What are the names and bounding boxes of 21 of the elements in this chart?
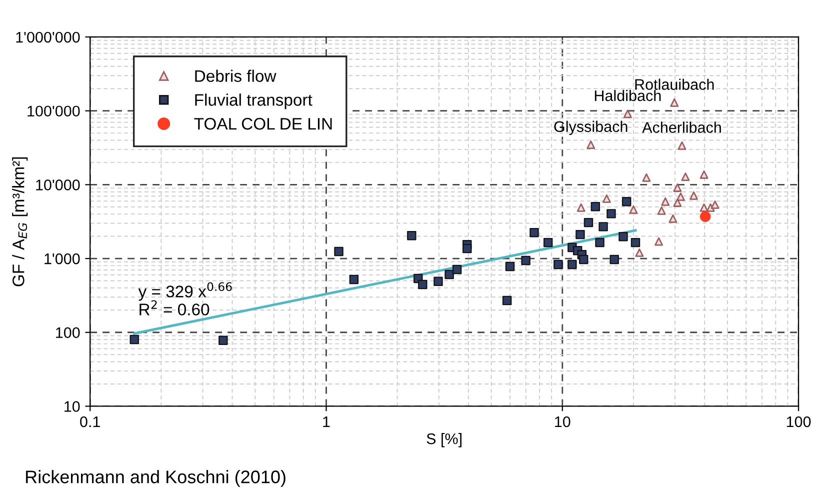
y-axis-title: GF / A$_{EG}$ [m³/km²] — [12, 157, 28, 286]
annotation: Rotlauibach — [635, 78, 714, 90]
text: y = 329 x$^{0.66}$ R$^{2}$ = 0.60 — [138, 282, 232, 316]
y-tick-label: 100'000 — [28, 106, 80, 117]
annotation: Haldibach — [594, 90, 661, 102]
y-tick-label: 1'000 — [44, 253, 80, 264]
y-tick-label: 100 — [56, 327, 80, 338]
annotation: Acherlibach — [642, 122, 721, 133]
x-axis-title: S [%] — [426, 432, 462, 448]
annotation: Glyssibach — [554, 120, 628, 136]
y-tick-label: 1'000'000 — [16, 32, 80, 43]
x-tick-label: 1 — [323, 416, 330, 428]
y-tick-label: 10 — [64, 401, 80, 412]
legend-label: Debris flow — [195, 70, 276, 82]
legend-label: Fluvial transport — [195, 94, 312, 110]
x-tick-label: 100 — [786, 416, 811, 428]
legend-label: TOAL COL DE LIN — [194, 118, 332, 130]
text: Rickenmann and Koschni (2010) — [26, 470, 286, 487]
x-tick-label: 10 — [555, 416, 570, 428]
x-tick-label: 0.1 — [80, 416, 100, 428]
y-tick-label: 10'000 — [36, 180, 80, 190]
